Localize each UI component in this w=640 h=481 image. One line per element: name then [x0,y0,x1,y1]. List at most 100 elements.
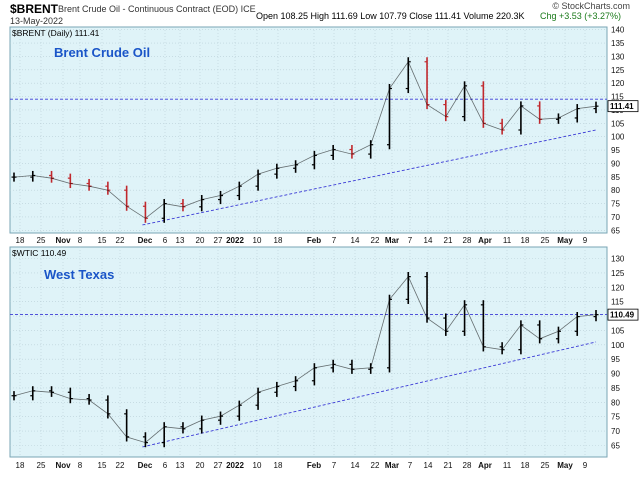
x-tick-label: 13 [176,461,185,470]
x-tick-label: 10 [253,461,262,470]
y-tick-label: 75 [611,200,620,209]
rising-trendline [142,341,597,448]
x-tick-label: 15 [98,236,107,245]
y-tick-label: 65 [611,226,620,235]
x-tick-label: Dec [138,461,153,470]
x-tick-label: 20 [196,461,205,470]
x-tick-label: 22 [116,461,125,470]
series-line [13,60,597,219]
header-ohlc: Open 108.25 High 111.69 Low 107.79 Close… [256,11,525,21]
panel-2: 657075808590951001051101151201251301825N… [9,246,639,470]
last-value-label: 110.49 [610,311,635,320]
y-tick-label: 85 [611,173,620,182]
series-line [13,275,597,444]
y-tick-label: 95 [611,355,620,364]
x-tick-label: May [557,236,573,245]
x-tick-label: 6 [163,461,168,470]
x-tick-label: 18 [274,461,283,470]
x-tick-label: 18 [16,461,25,470]
x-tick-label: 18 [274,236,283,245]
x-tick-label: 28 [463,461,472,470]
x-tick-label: Apr [478,461,492,470]
y-tick-label: 130 [611,255,625,264]
y-tick-label: 125 [611,66,625,75]
x-tick-label: 14 [351,461,360,470]
header-symbol: $BRENT [10,2,59,16]
x-tick-label: Mar [385,236,399,245]
panel-title: West Texas [44,267,114,282]
x-tick-label: 25 [37,236,46,245]
stockcharts-credit: © StockCharts.com [552,1,630,11]
x-tick-label: 11 [503,461,512,470]
y-tick-label: 140 [611,26,625,35]
header-date: 13-May-2022 [10,16,63,26]
rising-trendline [142,129,597,226]
y-tick-label: 105 [611,119,625,128]
x-tick-label: 18 [521,461,530,470]
x-tick-label: 27 [214,236,223,245]
x-tick-label: 18 [16,236,25,245]
x-tick-label: 18 [521,236,530,245]
y-tick-label: 80 [611,186,620,195]
x-tick-label: 13 [176,236,185,245]
x-tick-label: 20 [196,236,205,245]
x-tick-label: 28 [463,236,472,245]
x-tick-label: 27 [214,461,223,470]
x-tick-label: 10 [253,236,262,245]
x-tick-label: 8 [78,236,83,245]
x-tick-label: 25 [541,461,550,470]
x-tick-label: 22 [371,461,380,470]
y-tick-label: 115 [611,298,624,307]
y-tick-label: 90 [611,159,620,168]
panel-legend: $WTIC 110.49 [12,248,66,258]
y-tick-label: 70 [611,213,620,222]
x-tick-label: 14 [351,236,360,245]
x-tick-label: Mar [385,461,399,470]
x-tick-label: 9 [583,236,588,245]
x-tick-label: 8 [78,461,83,470]
x-tick-label: 11 [503,236,512,245]
x-tick-label: 7 [332,461,337,470]
x-tick-label: 9 [583,461,588,470]
y-tick-label: 75 [611,413,620,422]
y-tick-label: 70 [611,427,620,436]
last-value-box [607,308,639,321]
y-tick-label: 80 [611,398,620,407]
x-tick-label: 7 [408,461,413,470]
x-tick-label: 2022 [226,236,244,245]
x-tick-label: Dec [138,236,153,245]
plot-area [9,246,608,458]
x-tick-label: 25 [37,461,46,470]
y-tick-label: 100 [611,341,625,350]
x-tick-label: Feb [307,461,321,470]
x-tick-label: 22 [371,236,380,245]
y-tick-label: 135 [611,39,625,48]
x-tick-label: 22 [116,236,125,245]
y-tick-label: 85 [611,384,620,393]
x-tick-label: 25 [541,236,550,245]
x-tick-label: 7 [332,236,337,245]
y-tick-label: 100 [611,133,625,142]
x-tick-label: Nov [55,236,71,245]
x-tick-label: 14 [424,461,433,470]
last-value-label: 111.41 [610,102,634,111]
x-tick-label: Nov [55,461,71,470]
plot-area [9,26,608,234]
y-tick-label: 95 [611,146,620,155]
panel-title: Brent Crude Oil [54,45,150,60]
y-tick-label: 125 [611,269,625,278]
y-tick-label: 105 [611,326,625,335]
x-tick-label: 7 [408,236,413,245]
x-tick-label: Feb [307,236,321,245]
x-tick-label: 14 [424,236,433,245]
x-tick-label: 2022 [226,461,244,470]
y-tick-label: 65 [611,441,620,450]
y-tick-label: 120 [611,79,625,88]
y-tick-label: 115 [611,93,624,102]
y-tick-label: 120 [611,283,625,292]
y-tick-label: 90 [611,370,620,379]
panel-1: 6570758085909510010511011512012513013514… [9,26,639,245]
x-tick-label: May [557,461,573,470]
header-description: Brent Crude Oil - Continuous Contract (E… [58,4,256,14]
header-change: Chg +3.53 (+3.27%) [540,11,621,21]
